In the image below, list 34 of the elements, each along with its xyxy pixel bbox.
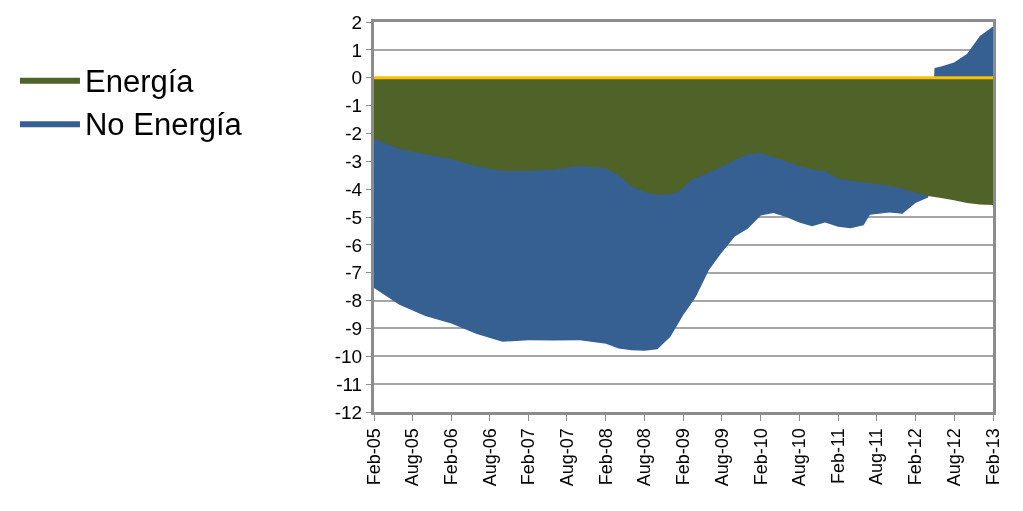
y-tick-label: -12 (334, 401, 363, 423)
y-tick-label: -11 (336, 373, 363, 395)
y-tick-label: 0 (351, 67, 363, 89)
x-tick-label: Aug-08 (634, 428, 655, 487)
y-tick-label: -8 (345, 290, 363, 312)
x-tick-label: Feb-06 (441, 428, 462, 486)
x-tick-label: Aug-09 (711, 428, 732, 487)
x-tick-label: Aug-11 (866, 428, 887, 485)
x-tick-label: Aug-06 (479, 428, 500, 487)
y-tick-label: -6 (345, 234, 363, 256)
x-tick-label: Feb-12 (905, 428, 926, 486)
y-tick-label: -3 (345, 150, 363, 172)
y-tick-label: 2 (351, 11, 363, 33)
y-tick-label: -9 (345, 318, 363, 340)
x-tick-label: Aug-05 (402, 428, 423, 487)
legend-label: Energía (84, 63, 195, 99)
x-tick-label: Aug-07 (556, 428, 577, 487)
x-tick-label: Feb-11 (827, 428, 848, 484)
x-tick-label: Feb-09 (673, 428, 694, 486)
x-tick-label: Aug-12 (943, 428, 964, 487)
x-tick-label: Aug-10 (789, 428, 810, 487)
x-tick-label: Feb-13 (982, 428, 1003, 486)
legend-label: No Energía (84, 107, 243, 143)
x-tick-label: Feb-10 (750, 428, 771, 486)
y-tick-label: -5 (345, 206, 363, 228)
y-tick-label: -1 (345, 95, 363, 117)
y-tick-label: -10 (334, 345, 363, 367)
x-tick-label: Feb-08 (595, 428, 616, 486)
x-tick-label: Feb-05 (363, 428, 384, 486)
y-tick-label: 1 (351, 39, 363, 61)
y-tick-label: -2 (345, 123, 363, 145)
x-tick-label: Feb-07 (518, 428, 539, 486)
y-tick-label: -7 (345, 262, 363, 284)
y-tick-label: -4 (345, 178, 363, 200)
